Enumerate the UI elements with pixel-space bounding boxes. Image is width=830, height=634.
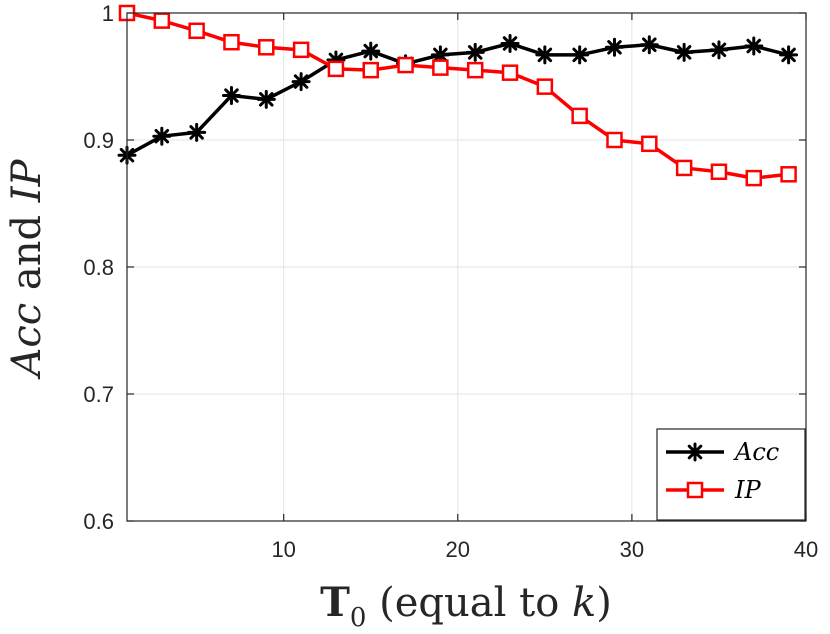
- y-tick-label: 0.6: [83, 509, 114, 534]
- series-ip-point: [675, 159, 693, 177]
- legend-swatch-marker: [685, 442, 705, 462]
- series-ip-point: [292, 41, 310, 59]
- series-ip: [118, 4, 797, 187]
- x-tick-label: 30: [620, 537, 644, 562]
- series-acc-point: [779, 45, 799, 65]
- series-acc-point: [744, 36, 764, 56]
- legend-box: [656, 428, 806, 521]
- series-acc-point: [535, 45, 555, 65]
- series-ip-point: [745, 169, 763, 187]
- y-axis-label: Acc and IP: [4, 158, 50, 380]
- series-ip-point: [258, 39, 275, 56]
- series-acc-point: [465, 42, 485, 62]
- series-acc-point: [674, 42, 694, 62]
- x-tick-label: 20: [446, 537, 470, 562]
- series-acc-point: [639, 35, 659, 55]
- y-tick-label: 1: [102, 1, 114, 26]
- legend-item-ip: IP: [666, 476, 761, 504]
- x-axis-label: T0 (equal to k): [320, 579, 612, 633]
- series-acc-point: [221, 86, 241, 106]
- x-tick-label: 40: [794, 537, 818, 562]
- series-acc-point: [152, 126, 172, 146]
- series-acc-point: [361, 41, 381, 61]
- series-acc-point: [604, 37, 624, 57]
- series-ip-point: [397, 56, 414, 74]
- series-acc-point: [187, 122, 207, 142]
- series-ip-point: [466, 61, 484, 79]
- series-ip-point: [641, 135, 658, 153]
- series-acc-point: [500, 33, 520, 53]
- legend-label: Acc: [733, 438, 779, 466]
- series-ip-point: [188, 22, 205, 40]
- legend-label: IP: [734, 476, 761, 504]
- y-tick-label: 0.7: [83, 382, 114, 407]
- series-ip-point: [606, 131, 623, 149]
- series-acc-point: [709, 40, 729, 60]
- series-ip-point: [223, 33, 240, 51]
- legend-swatch-marker: [686, 481, 704, 499]
- series-ip-point: [780, 166, 797, 183]
- y-tick-label: 0.8: [83, 255, 114, 280]
- y-tick-label: 0.9: [83, 128, 114, 153]
- series-ip-point: [710, 163, 728, 180]
- series-acc-point: [570, 45, 590, 65]
- series-acc-point: [291, 72, 311, 92]
- ticks: 10 20 30 40 0.6 0.7 0.8 0.9 1: [83, 1, 818, 562]
- legend: Acc IP: [656, 428, 806, 521]
- series-ip-point: [327, 60, 345, 78]
- series-ip-point: [432, 59, 449, 76]
- legend-item-acc: Acc: [666, 438, 779, 466]
- series-ip-point: [501, 64, 519, 81]
- series-ip-point: [153, 12, 171, 29]
- series-ip-point: [571, 107, 588, 125]
- series-ip-point: [536, 78, 554, 95]
- x-tick-label: 10: [271, 537, 295, 562]
- series-ip-point: [362, 61, 379, 79]
- series-acc-point: [256, 89, 276, 109]
